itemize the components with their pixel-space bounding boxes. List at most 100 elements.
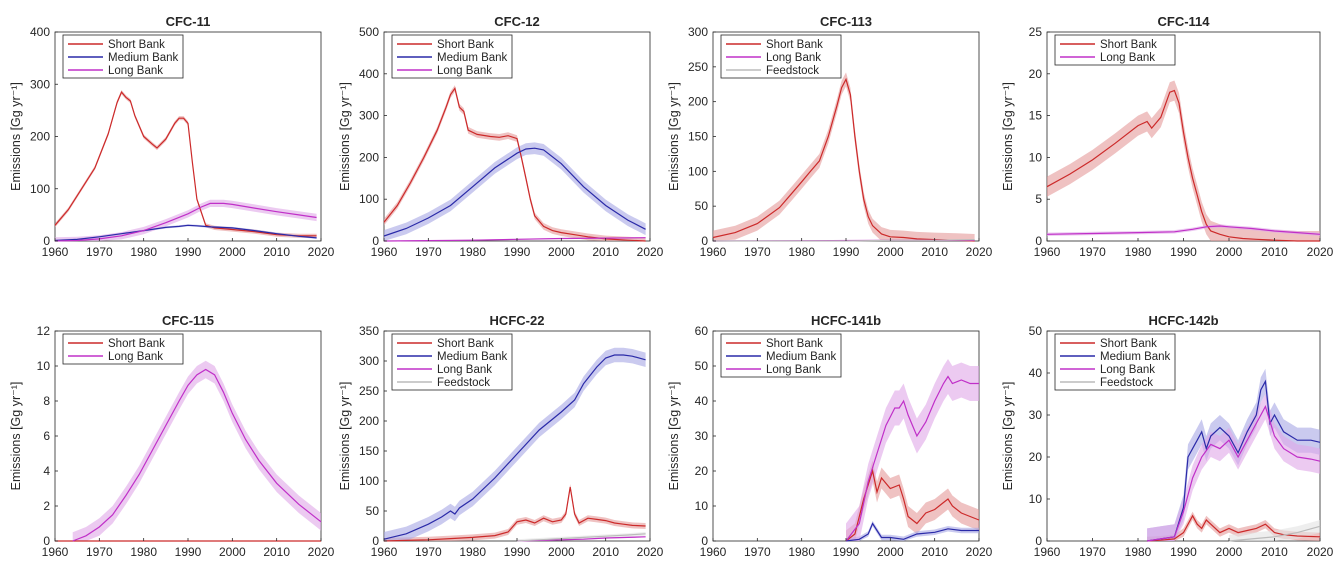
x-tick-label: 1970 (744, 245, 771, 259)
y-tick-label: 100 (359, 474, 379, 488)
x-tick-label: 2010 (1261, 545, 1288, 559)
x-tick-label: 2000 (219, 245, 246, 259)
y-axis-label: Emissions [Gg yr⁻¹] (667, 82, 681, 191)
x-tick-label: 1990 (175, 245, 202, 259)
uncertainty-band-short-bank (1047, 80, 1320, 241)
x-tick-label: 1980 (459, 545, 486, 559)
x-tick-label: 2020 (1307, 545, 1334, 559)
y-axis-label: Emissions [Gg yr⁻¹] (1001, 82, 1015, 191)
x-tick-label: 2020 (637, 545, 664, 559)
x-tick-label: 2000 (877, 545, 904, 559)
legend-label: Short Bank (766, 338, 823, 350)
legend-label: Long Bank (108, 65, 163, 77)
y-tick-label: 350 (359, 324, 379, 338)
legend-label: Long Bank (437, 65, 492, 77)
legend-label: Medium Bank (1100, 351, 1171, 363)
x-tick-label: 1960 (371, 545, 398, 559)
legend-box (62, 333, 184, 365)
chart-title: HCFC-22 (490, 313, 545, 328)
x-tick-label: 1970 (86, 245, 113, 259)
legend-label: Short Bank (1100, 338, 1157, 350)
y-tick-label: 0 (701, 534, 708, 548)
y-axis-label: Emissions [Gg yr⁻¹] (338, 82, 352, 191)
uncertainty-band-long-bank (72, 360, 321, 541)
x-tick-label: 1970 (86, 545, 113, 559)
x-tick-label: 1960 (42, 245, 69, 259)
y-tick-label: 100 (688, 164, 708, 178)
x-tick-label: 1970 (1079, 545, 1106, 559)
legend-label: Short Bank (108, 39, 165, 51)
x-tick-label: 1980 (1125, 545, 1152, 559)
legend-label: Feedstock (766, 65, 819, 77)
y-axis-label: Emissions [Gg yr⁻¹] (9, 382, 23, 491)
y-tick-label: 40 (1029, 366, 1043, 380)
y-tick-label: 200 (30, 130, 50, 144)
series-line-long-bank (845, 375, 979, 542)
series-line-medium-bank (383, 354, 646, 540)
x-tick-label: 1990 (1170, 545, 1197, 559)
y-tick-label: 50 (1029, 324, 1043, 338)
y-tick-label: 50 (695, 199, 709, 213)
x-tick-label: 1980 (1125, 245, 1152, 259)
y-tick-label: 150 (359, 444, 379, 458)
chart-panel-4: 1960 1970 1980 1990 2000 2010 2020 0 5 10 15 20 25 CF… (1001, 14, 1334, 259)
legend-label: Long Bank (1100, 52, 1155, 64)
x-tick-label: 1960 (1034, 245, 1061, 259)
x-tick-label: 2010 (263, 245, 290, 259)
y-tick-label: 200 (359, 414, 379, 428)
y-tick-label: 50 (366, 504, 380, 518)
series-line-medium-bank (845, 522, 979, 542)
y-tick-label: 0 (701, 234, 708, 248)
x-tick-label: 2020 (308, 545, 335, 559)
x-tick-label: 1960 (700, 545, 727, 559)
series-line-medium-bank (54, 224, 317, 242)
x-tick-label: 2010 (921, 545, 948, 559)
y-tick-label: 12 (37, 324, 51, 338)
y-tick-label: 100 (30, 182, 50, 196)
x-tick-label: 2010 (1261, 245, 1288, 259)
chart-panel-5: 1960 1970 1980 1990 2000 2010 2020 0 2 4 6 8 10 12 CFC… (9, 313, 335, 559)
legend-box (1054, 34, 1176, 66)
y-tick-label: 300 (359, 109, 379, 123)
y-tick-label: 150 (688, 130, 708, 144)
y-tick-label: 30 (695, 429, 709, 443)
series-line-long-bank (72, 368, 322, 542)
uncertainty-band-short-bank (846, 460, 979, 541)
chart-title: CFC-115 (162, 313, 214, 328)
chart-panel-2: 1960 1970 1980 1990 2000 2010 2020 0 100 200 300 40… (338, 14, 664, 259)
series-line-short-bank (712, 77, 975, 242)
uncertainty-band-medium-bank (384, 142, 646, 241)
x-tick-label: 2000 (1216, 245, 1243, 259)
x-tick-label: 1970 (744, 545, 771, 559)
x-tick-label: 2020 (966, 245, 993, 259)
y-tick-label: 10 (37, 359, 51, 373)
chart-title: CFC-113 (820, 14, 872, 29)
legend-label: Short Bank (766, 39, 823, 51)
x-tick-label: 2000 (1216, 545, 1243, 559)
y-tick-label: 400 (30, 25, 50, 39)
series-line-short-bank (383, 86, 646, 242)
y-tick-label: 20 (695, 464, 709, 478)
legend-label: Long Bank (766, 364, 821, 376)
y-tick-label: 15 (1029, 109, 1043, 123)
x-tick-label: 2000 (877, 245, 904, 259)
y-tick-label: 100 (359, 192, 379, 206)
series-line-long-bank (1046, 225, 1321, 235)
y-tick-label: 250 (359, 384, 379, 398)
chart-title: CFC-11 (166, 14, 211, 29)
x-tick-label: 1960 (371, 245, 398, 259)
y-tick-label: 0 (1035, 234, 1042, 248)
y-tick-label: 300 (30, 77, 50, 91)
y-tick-label: 400 (359, 67, 379, 81)
series-line-medium-bank (1147, 379, 1321, 542)
y-tick-label: 20 (1029, 450, 1043, 464)
chart-panel-8: 1960 1970 1980 1990 2000 2010 2020 0 10 20 30 40 50 H… (1001, 313, 1334, 559)
y-tick-label: 10 (1029, 492, 1043, 506)
y-tick-label: 2 (43, 499, 50, 513)
y-tick-label: 40 (695, 394, 709, 408)
chart-panel-3: 1960 1970 1980 1990 2000 2010 2020 0 50 100 150 200… (667, 14, 993, 259)
y-tick-label: 6 (43, 429, 50, 443)
y-tick-label: 10 (1029, 150, 1043, 164)
x-tick-label: 1960 (42, 545, 69, 559)
